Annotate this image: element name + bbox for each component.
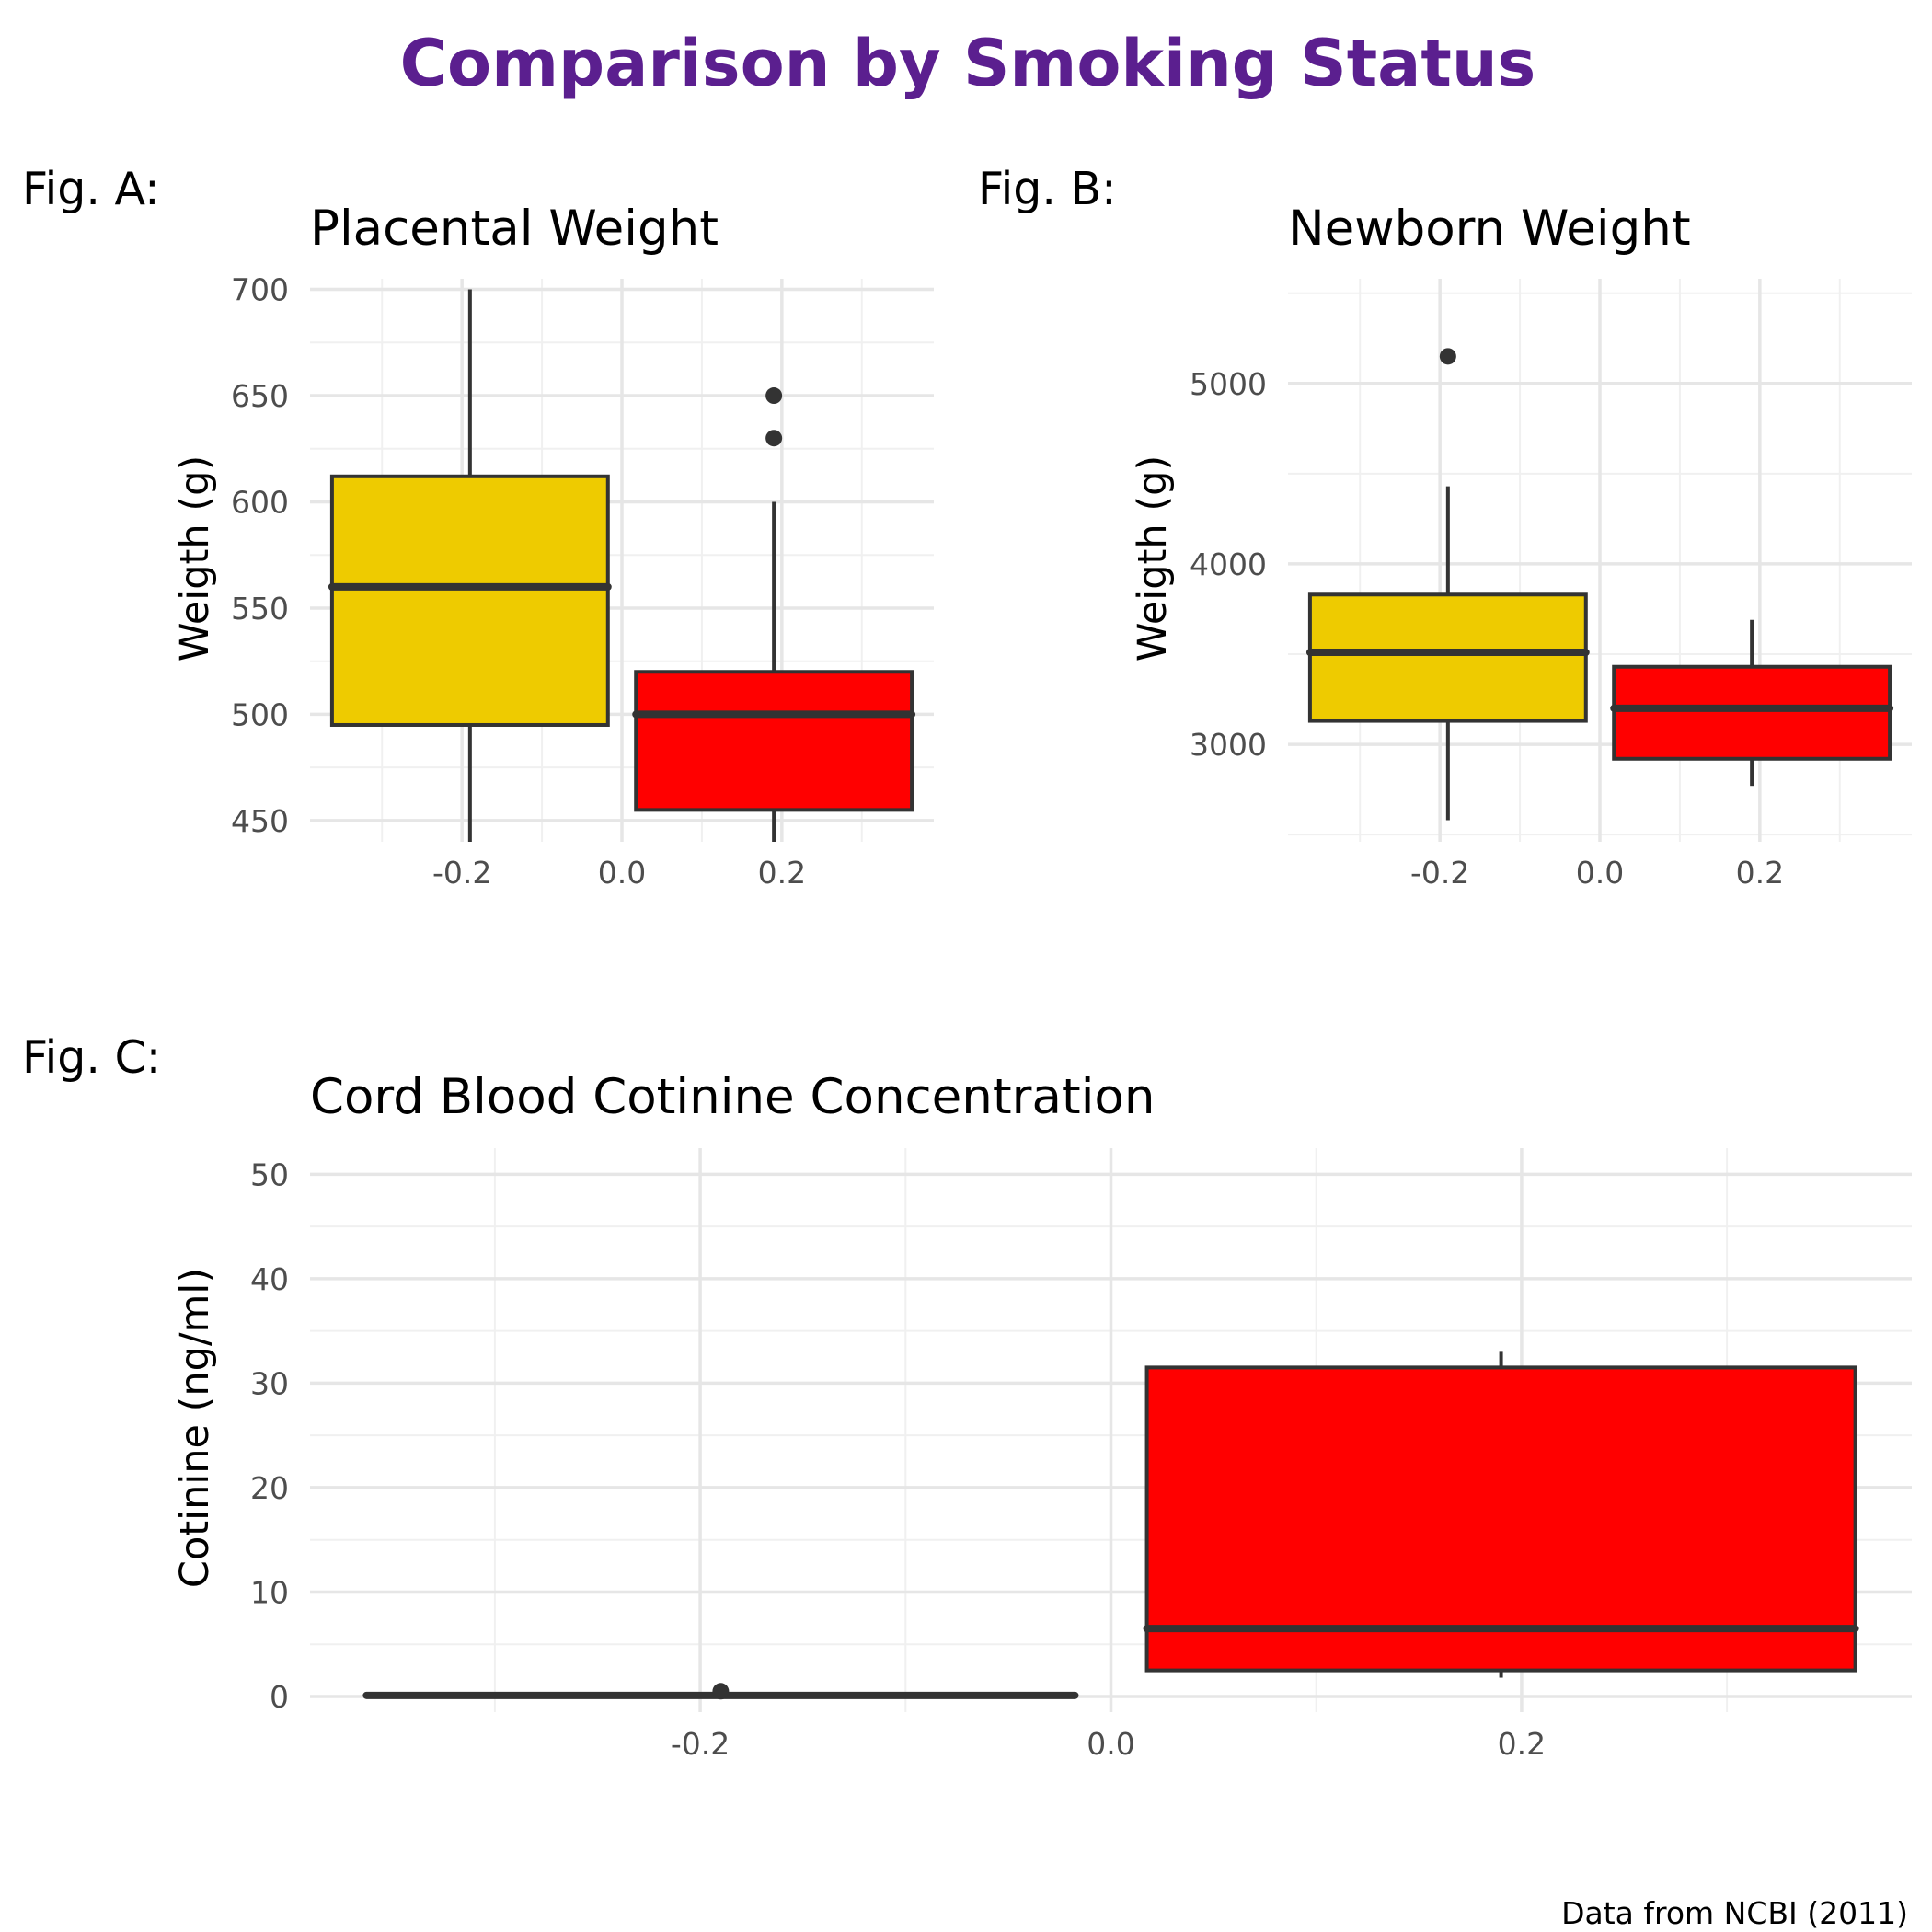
figure-title: Comparison by Smoking Status xyxy=(400,26,1536,101)
y-tick-label: 700 xyxy=(231,272,289,308)
x-tick-label: -0.2 xyxy=(1410,855,1469,891)
panel-c: Fig. C: Cord Blood Cotinine Concentratio… xyxy=(22,1031,1912,1762)
panel-c-boxes xyxy=(362,1351,1859,1700)
panel-b-boxes xyxy=(1305,348,1894,821)
panel-c-title: Cord Blood Cotinine Concentration xyxy=(310,1069,1155,1125)
box-body xyxy=(634,670,914,812)
x-tick-label: 0.2 xyxy=(758,855,806,891)
y-tick-label: 10 xyxy=(250,1574,289,1610)
x-tick-label: 0.0 xyxy=(1576,855,1624,891)
panel-c-tag: Fig. C: xyxy=(22,1031,161,1084)
x-tick-label: 0.0 xyxy=(1087,1726,1134,1762)
panel-a-boxes xyxy=(328,289,916,842)
box-body xyxy=(329,474,610,727)
x-tick-label: 0.2 xyxy=(1498,1726,1546,1762)
y-tick-label: 650 xyxy=(231,378,289,414)
panel-c-y-ticks: 0 10 20 30 40 50 xyxy=(250,1156,289,1715)
box-outlier-point xyxy=(712,1683,730,1700)
y-tick-label: 600 xyxy=(231,484,289,520)
y-tick-label: 4000 xyxy=(1190,546,1267,582)
panel-a: Fig. A: Placental Weight Weigth (g) 450 5… xyxy=(22,163,934,891)
y-tick-label: 30 xyxy=(250,1365,289,1401)
box-outlier-point xyxy=(1439,348,1456,365)
box-outlier-point xyxy=(765,387,783,405)
panel-a-ylabel: Weigth (g) xyxy=(172,455,218,661)
y-tick-label: 550 xyxy=(231,591,289,627)
panel-c-x-ticks: -0.2 0.0 0.2 xyxy=(671,1726,1546,1762)
box-body xyxy=(1307,592,1588,723)
box-body xyxy=(1144,1365,1857,1673)
box-body xyxy=(1612,664,1892,761)
y-tick-label: 0 xyxy=(270,1679,289,1715)
x-tick-label: 0.0 xyxy=(598,855,646,891)
panel-b-tag: Fig. B: xyxy=(978,163,1117,215)
x-tick-label: 0.2 xyxy=(1736,855,1784,891)
y-tick-label: 20 xyxy=(250,1470,289,1506)
box-outlier-point xyxy=(765,430,783,447)
panel-a-title: Placental Weight xyxy=(310,201,719,257)
panel-c-ylabel: Cotinine (ng/ml) xyxy=(172,1268,218,1588)
panel-a-x-ticks: -0.2 0.0 0.2 xyxy=(432,855,806,891)
panel-a-tag: Fig. A: xyxy=(22,163,160,215)
x-tick-label: -0.2 xyxy=(432,855,491,891)
y-tick-label: 500 xyxy=(231,696,289,732)
x-tick-label: -0.2 xyxy=(671,1726,730,1762)
panel-a-y-ticks: 450 500 550 600 650 700 xyxy=(231,272,289,839)
panel-b-title: Newborn Weight xyxy=(1288,201,1691,257)
y-tick-label: 50 xyxy=(250,1156,289,1192)
y-tick-label: 450 xyxy=(231,803,289,839)
panel-b: Fig. B: Newborn Weight Weigth (g) 3000 40… xyxy=(978,163,1912,891)
panel-b-y-ticks: 3000 4000 5000 xyxy=(1190,366,1267,763)
y-tick-label: 5000 xyxy=(1190,366,1267,402)
panel-b-ylabel: Weigth (g) xyxy=(1130,455,1176,661)
y-tick-label: 3000 xyxy=(1190,727,1267,763)
y-tick-label: 40 xyxy=(250,1261,289,1297)
panel-b-x-ticks: -0.2 0.0 0.2 xyxy=(1410,855,1784,891)
figure-caption: Data from NCBI (2011) xyxy=(1561,1895,1908,1931)
